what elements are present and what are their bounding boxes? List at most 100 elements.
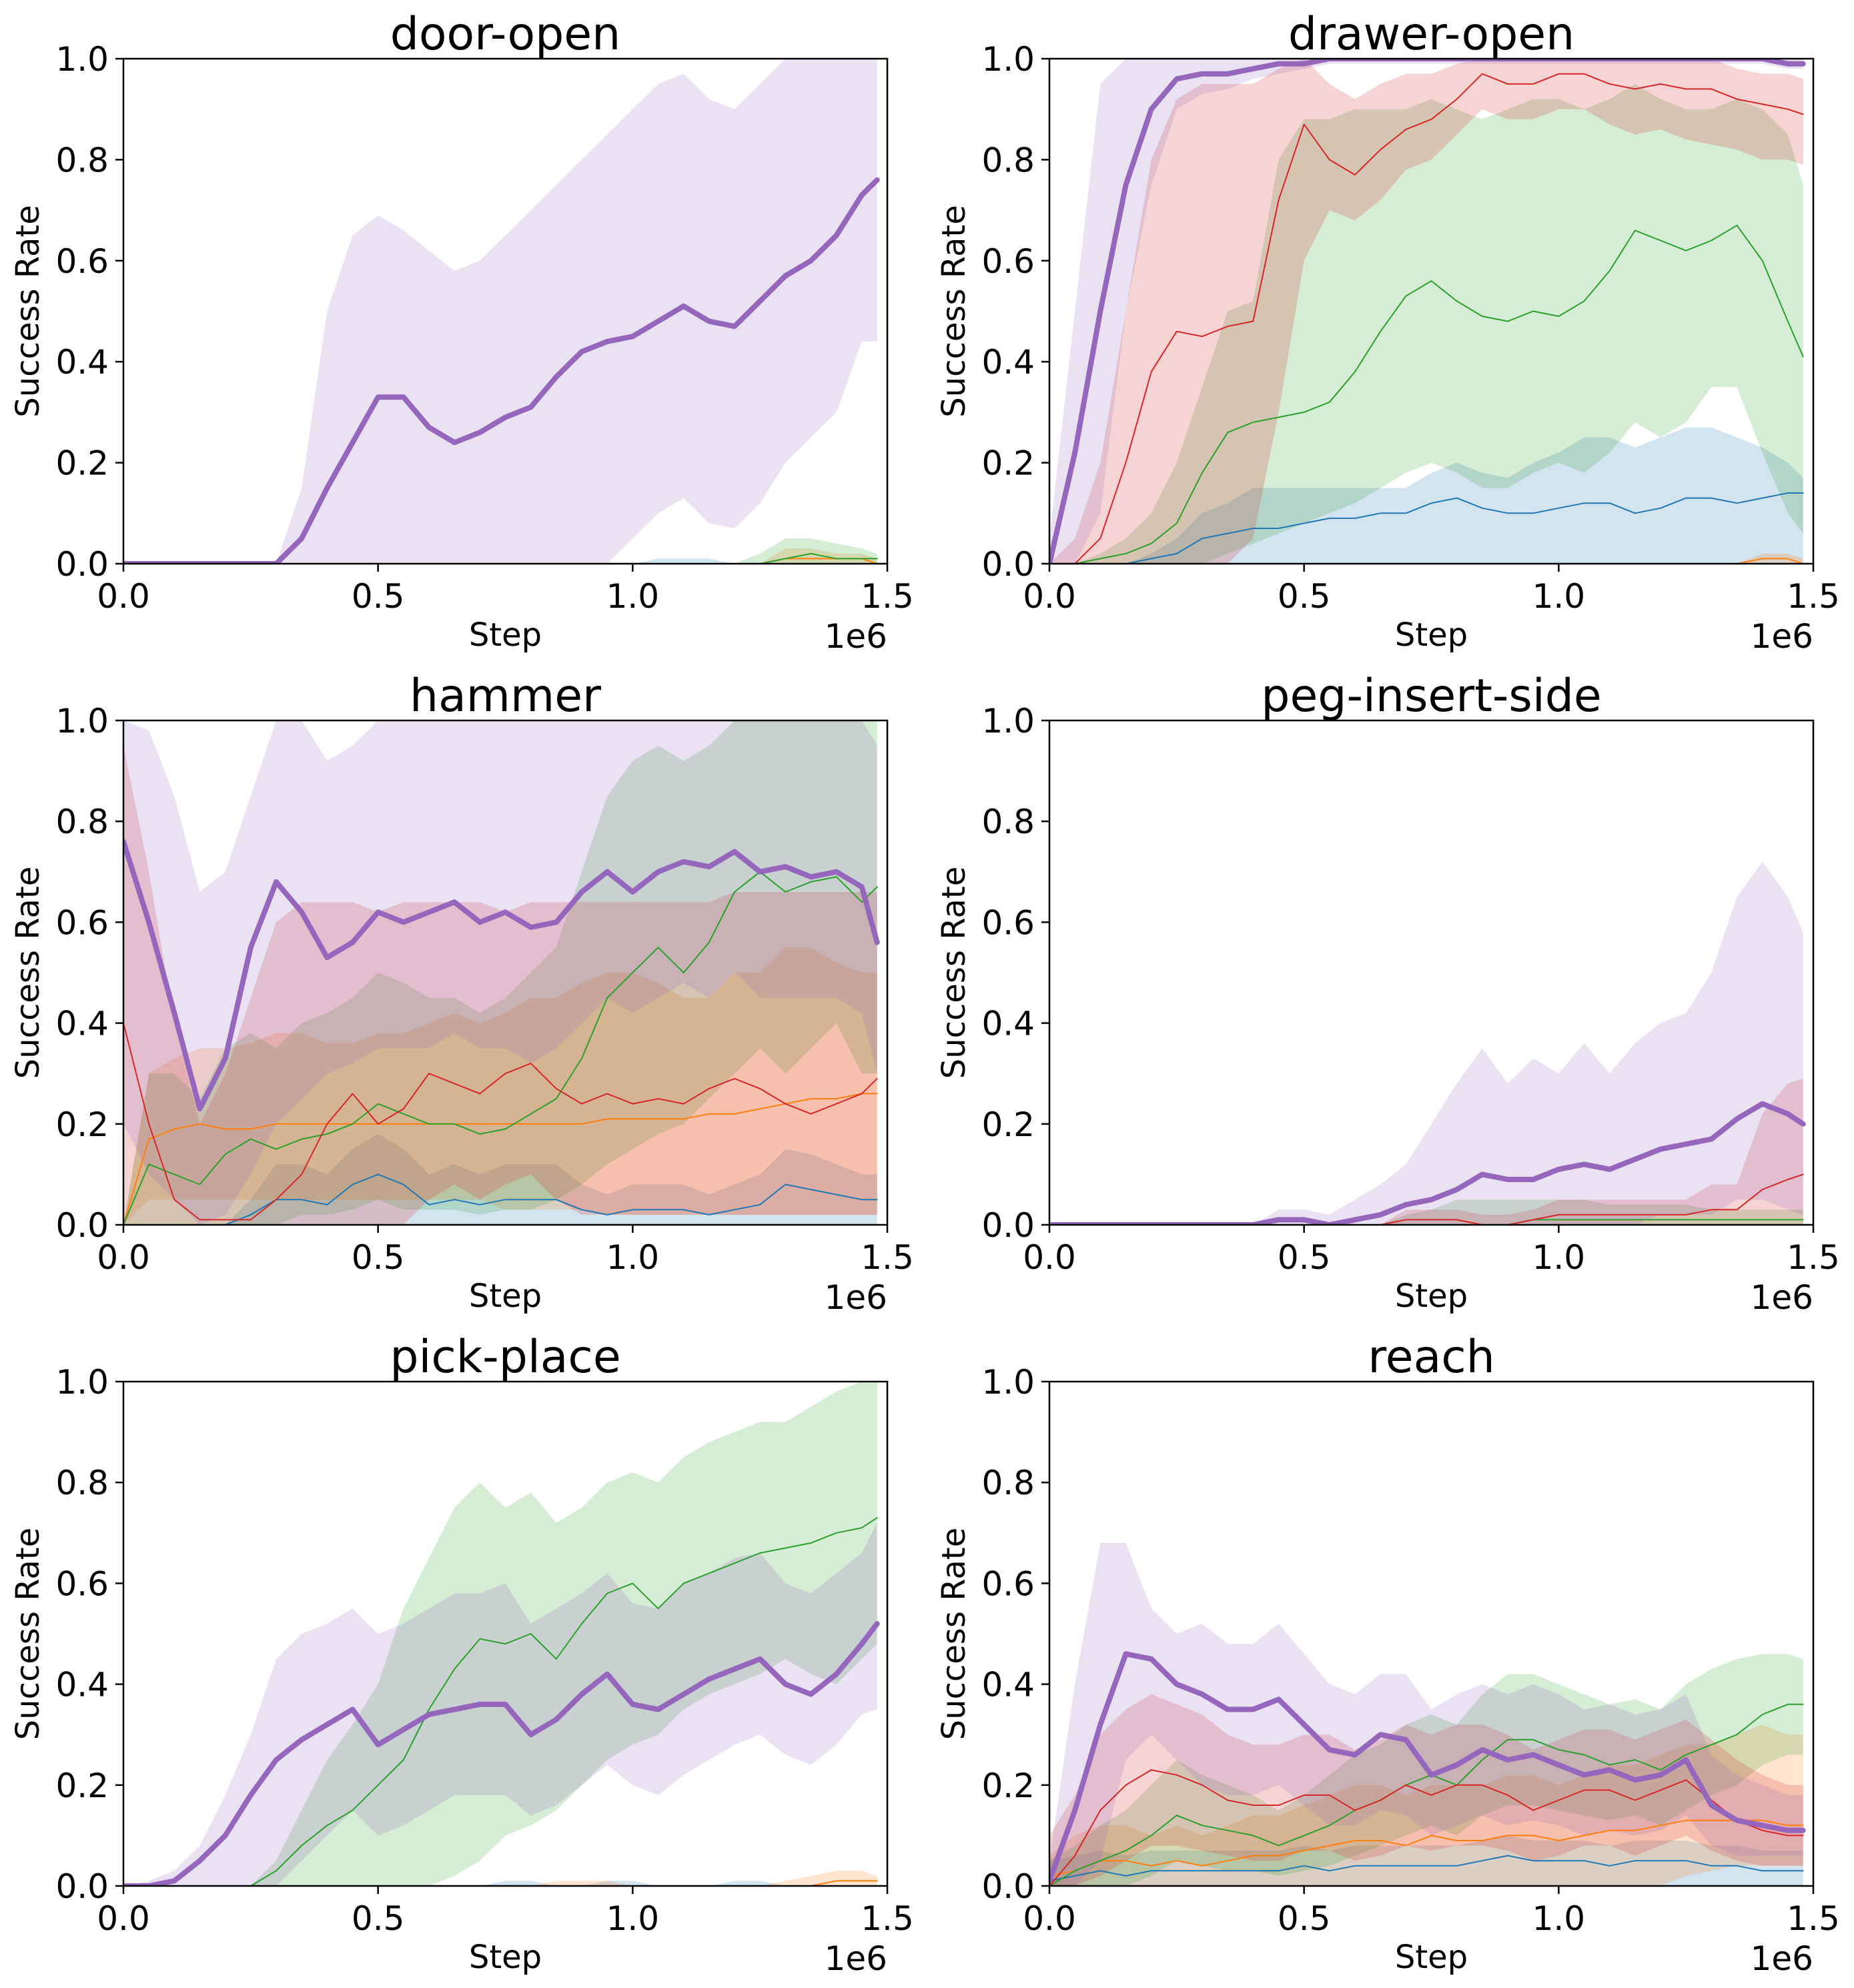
series-line-blue <box>1049 492 1804 564</box>
series-band-purple <box>1049 1542 1803 1886</box>
x-tick-label: 1.0 <box>1532 1238 1586 1277</box>
y-tick-label: 0.0 <box>55 1867 109 1906</box>
x-tick-label: 0.0 <box>1023 577 1076 616</box>
y-tick-label: 0.0 <box>55 545 109 584</box>
x-offset-label: 1e6 <box>1751 1939 1813 1978</box>
x-tick-label: 0.5 <box>352 1899 405 1938</box>
x-tick-label: 1.5 <box>1787 1899 1840 1938</box>
series-band-red <box>1049 59 1803 564</box>
y-tick-label: 0.4 <box>55 1005 109 1043</box>
chart-title: drawer-open <box>1288 8 1574 61</box>
plot-area <box>123 720 880 1225</box>
axes-frame <box>1048 1380 1815 1887</box>
plot-area <box>123 1382 880 1886</box>
series-band-red <box>1049 1694 1803 1886</box>
chart-panel-pick-place: 0.0 0.5 1.0 1.5 0.0 0.2 0.4 0.6 0.8 1.0 pick-place… <box>9 1331 914 1978</box>
y-tick-label: 0.2 <box>55 1105 109 1144</box>
y-tick-label: 0.8 <box>981 803 1035 841</box>
y-tick-label: 0.0 <box>981 545 1035 584</box>
chart-title: hammer <box>410 670 601 722</box>
plot-area <box>1049 1542 1806 1886</box>
series-line-purple <box>1049 1101 1806 1225</box>
series-line-orange <box>1049 1819 1804 1877</box>
chart-title: pick-place <box>390 1331 620 1384</box>
series-band-blue <box>1049 1835 1803 1886</box>
y-tick-label: 0.8 <box>55 1464 109 1502</box>
y-tick-label: 0.6 <box>981 1564 1035 1603</box>
axes-frame <box>122 719 889 1226</box>
series-band-purple <box>1049 59 1803 564</box>
x-offset-label: 1e6 <box>825 617 887 656</box>
chart-panel-peg-insert-side: 0.0 0.5 1.0 1.5 0.0 0.2 0.4 0.6 0.8 1.0 peg-insert… <box>935 670 1840 1317</box>
x-tick-label: 0.5 <box>1278 1238 1331 1277</box>
y-tick-label: 0.2 <box>981 1105 1035 1144</box>
y-tick-label: 0.2 <box>981 444 1035 483</box>
y-tick-label: 0.6 <box>55 1564 109 1603</box>
x-axis-label: Step <box>469 1939 542 1976</box>
series-line-orange <box>123 1093 878 1225</box>
series-band-orange <box>123 548 877 564</box>
series-line-purple <box>123 1620 880 1886</box>
y-tick-label: 1.0 <box>981 702 1035 740</box>
series-band-purple <box>1049 861 1803 1225</box>
x-axis-label: Step <box>1395 1939 1468 1976</box>
chart-title: reach <box>1368 1331 1494 1384</box>
x-tick-label: 1.5 <box>861 1238 914 1277</box>
axes-frame <box>1048 57 1815 565</box>
x-tick-label: 1.0 <box>1532 577 1586 616</box>
x-tick-label: 1.5 <box>1787 1238 1840 1277</box>
series-band-purple <box>123 720 877 1225</box>
y-tick-label: 0.0 <box>55 1206 109 1245</box>
x-tick-label: 0.5 <box>352 1238 405 1277</box>
y-tick-label: 0.8 <box>55 803 109 841</box>
y-tick-label: 0.6 <box>55 242 109 281</box>
y-tick-label: 1.0 <box>55 1363 109 1402</box>
plot-area <box>1049 861 1806 1225</box>
x-axis-label: Step <box>1395 1278 1468 1315</box>
y-tick-label: 0.8 <box>981 141 1035 179</box>
series-line-purple <box>1049 59 1806 564</box>
y-tick-label: 0.8 <box>55 141 109 179</box>
series-line-red <box>1049 1173 1804 1225</box>
y-tick-label: 1.0 <box>55 702 109 740</box>
chart-title: peg-insert-side <box>1261 670 1601 722</box>
series-band-orange <box>123 1871 877 1886</box>
axes-frame <box>122 57 889 565</box>
y-tick-label: 0.0 <box>981 1206 1035 1245</box>
series-band-red <box>123 745 877 1225</box>
y-axis-label: Success Rate <box>9 205 47 418</box>
series-band-green <box>123 1382 877 1886</box>
chart-panel-door-open: 0.0 0.5 1.0 1.5 0.0 0.2 0.4 0.6 0.8 1.0 door-open S… <box>9 8 914 656</box>
series-line-red <box>1049 1769 1804 1886</box>
y-axis-label: Success Rate <box>9 867 47 1079</box>
series-line-green <box>123 552 878 564</box>
y-tick-label: 1.0 <box>981 1363 1035 1402</box>
series-line-blue <box>123 1173 878 1225</box>
series-line-green <box>1049 1219 1804 1225</box>
y-tick-label: 0.2 <box>55 444 109 483</box>
series-line-red <box>123 1022 878 1221</box>
y-tick-label: 0.4 <box>981 1666 1035 1704</box>
series-band-blue <box>1049 427 1803 564</box>
x-axis-label: Step <box>469 1278 542 1315</box>
series-line-red <box>1049 73 1804 564</box>
series-band-orange <box>1049 1724 1803 1886</box>
x-tick-label: 0.5 <box>1278 1899 1331 1938</box>
y-tick-label: 1.0 <box>981 40 1035 79</box>
plot-area <box>123 59 880 564</box>
x-tick-label: 0.5 <box>352 577 405 616</box>
y-axis-label: Success Rate <box>935 1528 973 1741</box>
series-band-green <box>123 538 877 564</box>
chart-panel-hammer: 0.0 0.5 1.0 1.5 0.0 0.2 0.4 0.6 0.8 1.0 hammer Step… <box>9 670 914 1317</box>
y-tick-label: 0.6 <box>981 903 1035 942</box>
plot-area <box>1049 59 1806 564</box>
series-band-blue <box>123 558 877 564</box>
x-tick-label: 1.5 <box>861 577 914 616</box>
series-line-purple <box>1049 1651 1806 1884</box>
x-tick-label: 1.5 <box>861 1899 914 1938</box>
series-line-purple <box>123 839 880 1112</box>
x-tick-label: 0.0 <box>97 1899 150 1938</box>
x-offset-label: 1e6 <box>1751 617 1813 656</box>
y-tick-label: 0.4 <box>55 1666 109 1704</box>
